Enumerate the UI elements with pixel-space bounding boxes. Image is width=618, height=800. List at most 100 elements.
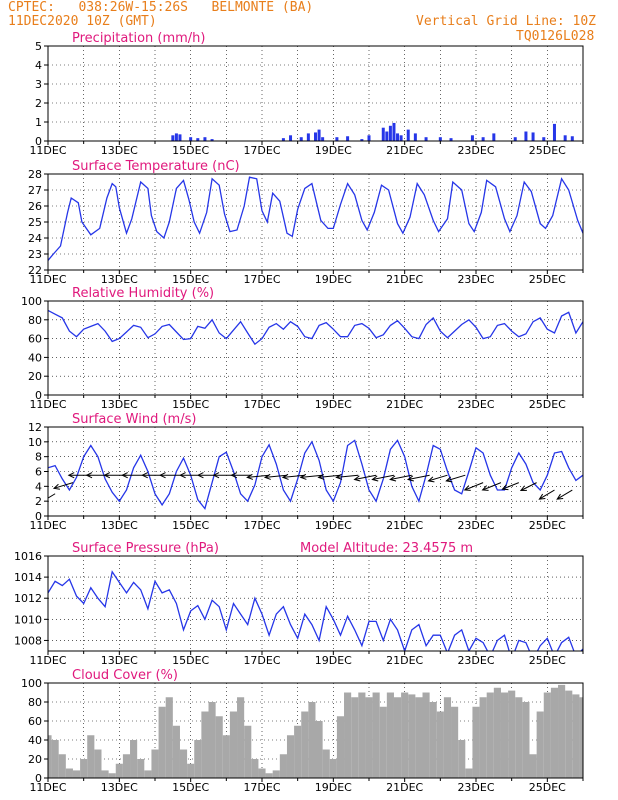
wind-arrow-head — [445, 476, 453, 483]
wind-arrow — [428, 474, 448, 482]
wind-arrow-head — [179, 472, 186, 479]
wind-arrow-head — [406, 475, 414, 482]
x-tick-label: 15DEC — [172, 273, 209, 286]
cloud-bar — [443, 697, 452, 778]
wind-arrow — [300, 474, 323, 478]
cloud-bar — [329, 759, 337, 778]
cloud-bar — [222, 735, 230, 778]
panel-title: Precipitation (mm/h) — [72, 31, 205, 46]
series-line — [48, 439, 583, 511]
wind-arrow-head — [538, 493, 546, 500]
panel-title: Relative Humidity (%) — [72, 286, 214, 301]
cloud-bar — [536, 711, 544, 778]
precip-bar — [492, 133, 496, 141]
wind-arrow-head — [121, 472, 128, 479]
cloud-bar — [351, 697, 359, 778]
cloud-bar — [72, 770, 81, 778]
cloud-bar — [244, 725, 252, 778]
cloud-bar — [572, 694, 580, 778]
cloud-bar — [565, 690, 573, 778]
precip-bar — [388, 125, 392, 141]
cloud-bar — [187, 763, 195, 778]
wind-arrow — [407, 474, 430, 481]
precip-bar — [570, 136, 574, 141]
wind-arrow-head — [246, 473, 254, 480]
wind-arrow-head — [67, 472, 75, 479]
cloud-bar — [336, 716, 345, 778]
cloud-bar — [479, 697, 487, 778]
x-tick-label: 23DEC — [457, 519, 494, 532]
y-tick-label: 1014 — [14, 571, 42, 584]
wind-arrow — [53, 482, 74, 489]
cloud-bar — [87, 735, 95, 778]
cloud-bar — [365, 697, 373, 778]
precip-bar — [399, 135, 403, 141]
cloud-bar — [194, 740, 202, 778]
cloud-bar — [308, 702, 316, 778]
cloud-bar — [265, 773, 273, 778]
x-tick-label: 25DEC — [529, 519, 566, 532]
cloud-bar — [579, 697, 583, 778]
wind-arrow — [520, 482, 537, 491]
y-tick-label: 80 — [28, 696, 42, 709]
wind-arrow — [354, 474, 377, 481]
x-tick-label: 21DEC — [386, 781, 423, 794]
y-tick-label: 0 — [35, 389, 42, 402]
x-tick-label: 17DEC — [243, 519, 280, 532]
wind-arrow-head — [317, 473, 325, 480]
cloud-bar — [472, 706, 480, 778]
cloud-bar — [122, 754, 131, 778]
y-tick-label: 1008 — [14, 634, 42, 647]
y-tick-label: 1 — [35, 116, 42, 129]
x-tick-label: 15DEC — [172, 654, 209, 667]
y-tick-label: 0 — [35, 135, 42, 148]
cloud-bar — [165, 697, 173, 778]
x-tick-label: 15DEC — [172, 519, 209, 532]
cloud-bar — [315, 721, 323, 778]
panel-1: 0 1 2 3 4 5 11DEC 13DEC 15DEC 17DEC 19DEC 21DEC 23DE… — [29, 31, 584, 157]
wind-arrow — [247, 474, 270, 478]
precip-bar — [424, 137, 428, 141]
precip-bar — [210, 139, 214, 141]
y-tick-label: 10 — [28, 436, 42, 449]
cloud-bar — [386, 692, 394, 778]
y-tick-label: 2 — [35, 495, 42, 508]
cloud-bar — [393, 697, 402, 778]
precip-bar — [513, 137, 517, 141]
cloud-bar — [101, 770, 109, 778]
precip-bar — [385, 131, 389, 141]
precip-bar — [171, 135, 175, 141]
y-tick-label: 26 — [28, 200, 42, 213]
wind-arrow — [282, 474, 305, 478]
panel-frame — [47, 173, 584, 271]
cloud-bar — [415, 697, 423, 778]
panel-frame — [47, 300, 584, 396]
x-tick-label: 23DEC — [457, 144, 494, 157]
wind-arrow-head — [141, 472, 148, 479]
cloud-bar — [379, 706, 387, 778]
x-tick-label: 11DEC — [29, 519, 66, 532]
cloud-bar — [515, 697, 523, 778]
cloud-bar — [451, 706, 459, 778]
x-tick-label: 17DEC — [243, 398, 280, 411]
y-tick-label: 0 — [35, 510, 42, 523]
header-datetime: 11DEC2020 10Z (GMT) — [8, 14, 157, 29]
precip-bar — [281, 138, 285, 141]
cloud-bar — [272, 770, 280, 778]
precip-bar — [360, 139, 364, 141]
x-tick-label: 23DEC — [457, 781, 494, 794]
cloud-bar — [144, 770, 152, 778]
wind-arrow-head — [263, 473, 271, 480]
wind-arrow-head — [519, 485, 527, 492]
y-tick-label: 3 — [35, 78, 42, 91]
panel-frame — [47, 45, 584, 142]
cloud-bar — [436, 711, 444, 778]
x-tick-label: 15DEC — [172, 398, 209, 411]
cloud-bar — [493, 687, 501, 778]
precip-bar — [552, 123, 556, 141]
cloud-bar — [201, 711, 209, 778]
y-tick-label: 8 — [35, 451, 42, 464]
wind-arrow — [318, 474, 341, 478]
wind-arrow-head — [427, 476, 435, 483]
precip-bar — [392, 122, 396, 141]
